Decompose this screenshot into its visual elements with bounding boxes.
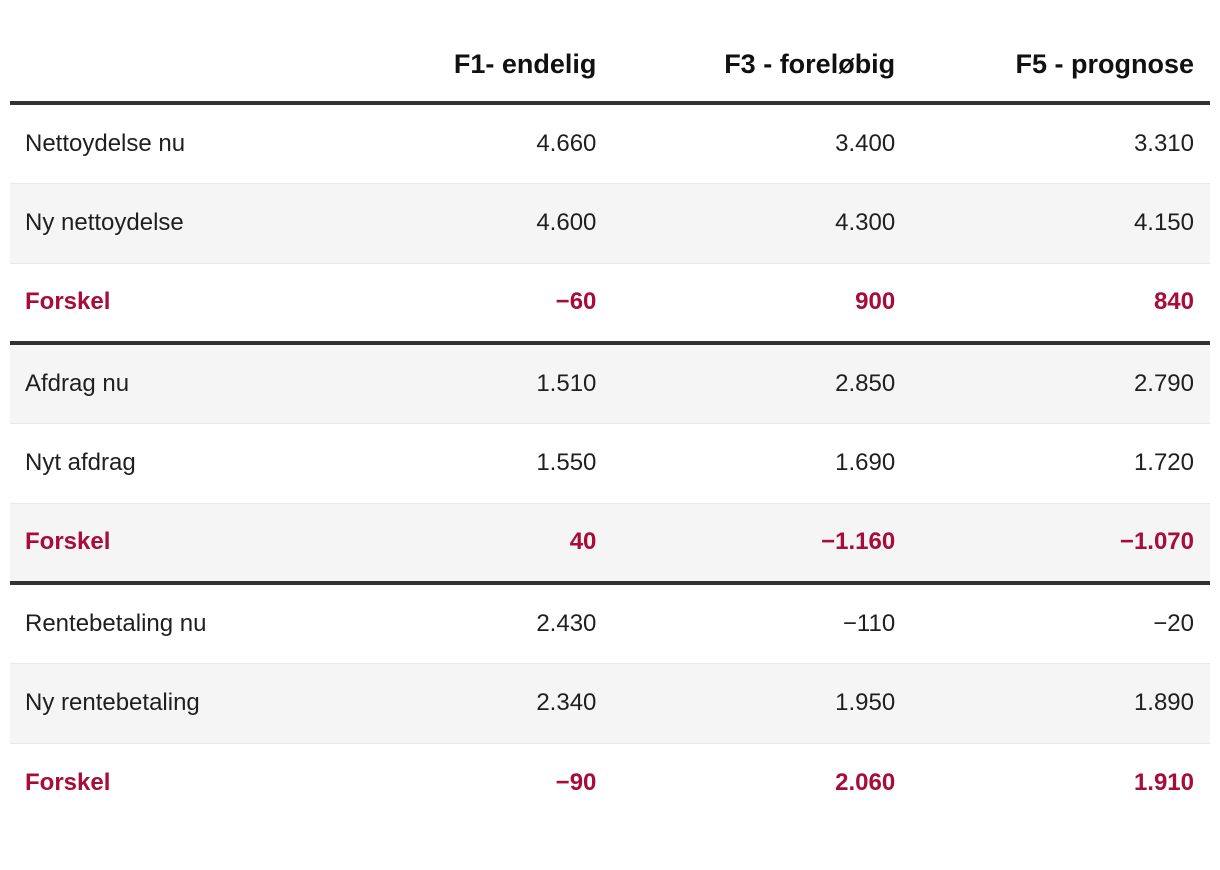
row-label: Nettoydelse nu xyxy=(10,103,314,184)
row-label: Ny nettoydelse xyxy=(10,183,314,264)
row-label: Afdrag nu xyxy=(10,343,314,424)
cell-f3: −110 xyxy=(612,583,912,664)
cell-f3: 3.400 xyxy=(612,103,912,184)
comparison-table-container: F1- endelig F3 - foreløbig F5 - prognose… xyxy=(10,30,1210,823)
cell-f5: 840 xyxy=(911,263,1210,345)
cell-f5: 1.890 xyxy=(911,663,1210,744)
cell-f1: 4.600 xyxy=(313,183,613,264)
table-row: Ny nettoydelse 4.600 4.300 4.150 xyxy=(10,183,1210,264)
cell-f1: 40 xyxy=(313,503,613,585)
row-label: Ny rentebetaling xyxy=(10,663,314,744)
row-label: Nyt afdrag xyxy=(10,423,314,504)
cell-f1: 1.550 xyxy=(313,423,613,504)
table-header: F1- endelig F3 - foreløbig F5 - prognose xyxy=(10,30,1210,105)
table-row: Nyt afdrag 1.550 1.690 1.720 xyxy=(10,423,1210,504)
row-label: Forskel xyxy=(25,769,111,797)
row-label: Rentebetaling nu xyxy=(10,583,314,664)
cell-f1: −90 xyxy=(555,769,597,797)
cell-f1: −60 xyxy=(313,263,613,345)
header-cell-f3: F3 - foreløbig xyxy=(612,30,912,105)
cell-f5: 4.150 xyxy=(911,183,1210,264)
cell-f3: 900 xyxy=(612,263,912,345)
table-header-row: F1- endelig F3 - foreløbig F5 - prognose xyxy=(10,30,1210,105)
cell-f3: 2.850 xyxy=(612,343,912,424)
loan-comparison-table: F1- endelig F3 - foreløbig F5 - prognose… xyxy=(10,30,1210,823)
cell-f1: 1.510 xyxy=(313,343,613,424)
cell-f3: 2.060 xyxy=(835,769,896,797)
cell-f3: 4.300 xyxy=(612,183,912,264)
table-row: Nettoydelse nu 4.660 3.400 3.310 xyxy=(10,103,1210,184)
row-label: Forskel xyxy=(10,263,314,345)
cell-f3: 1.950 xyxy=(612,663,912,744)
table-row: Rentebetaling nu 2.430 −110 −20 xyxy=(10,583,1210,664)
table-row: Ny rentebetaling 2.340 1.950 1.890 xyxy=(10,663,1210,744)
cell-f5: −1.070 xyxy=(911,503,1210,585)
cell-f1: 4.660 xyxy=(313,103,613,184)
header-cell-f5: F5 - prognose xyxy=(911,30,1210,105)
row-label: Forskel xyxy=(10,503,314,585)
cell-f3: 1.690 xyxy=(612,423,912,504)
table-row: Forskel −60 900 840 xyxy=(10,263,1210,345)
cell-f1: 2.430 xyxy=(313,583,613,664)
cell-f5: 2.790 xyxy=(911,343,1210,424)
table-row: Forskel −90 2.060 1.910 xyxy=(10,743,1210,823)
header-cell-f1: F1- endelig xyxy=(313,30,613,105)
table-body: Nettoydelse nu 4.660 3.400 3.310 Ny nett… xyxy=(10,103,1210,823)
cell-f5: −20 xyxy=(911,583,1210,664)
cell-f5: 1.720 xyxy=(911,423,1210,504)
cell-f5: 3.310 xyxy=(911,103,1210,184)
table-row: Forskel 40 −1.160 −1.070 xyxy=(10,503,1210,585)
header-cell-empty xyxy=(10,30,314,105)
cell-f3: −1.160 xyxy=(612,503,912,585)
table-row: Afdrag nu 1.510 2.850 2.790 xyxy=(10,343,1210,424)
cell-f5: 1.910 xyxy=(1133,769,1194,797)
cell-f1: 2.340 xyxy=(313,663,613,744)
